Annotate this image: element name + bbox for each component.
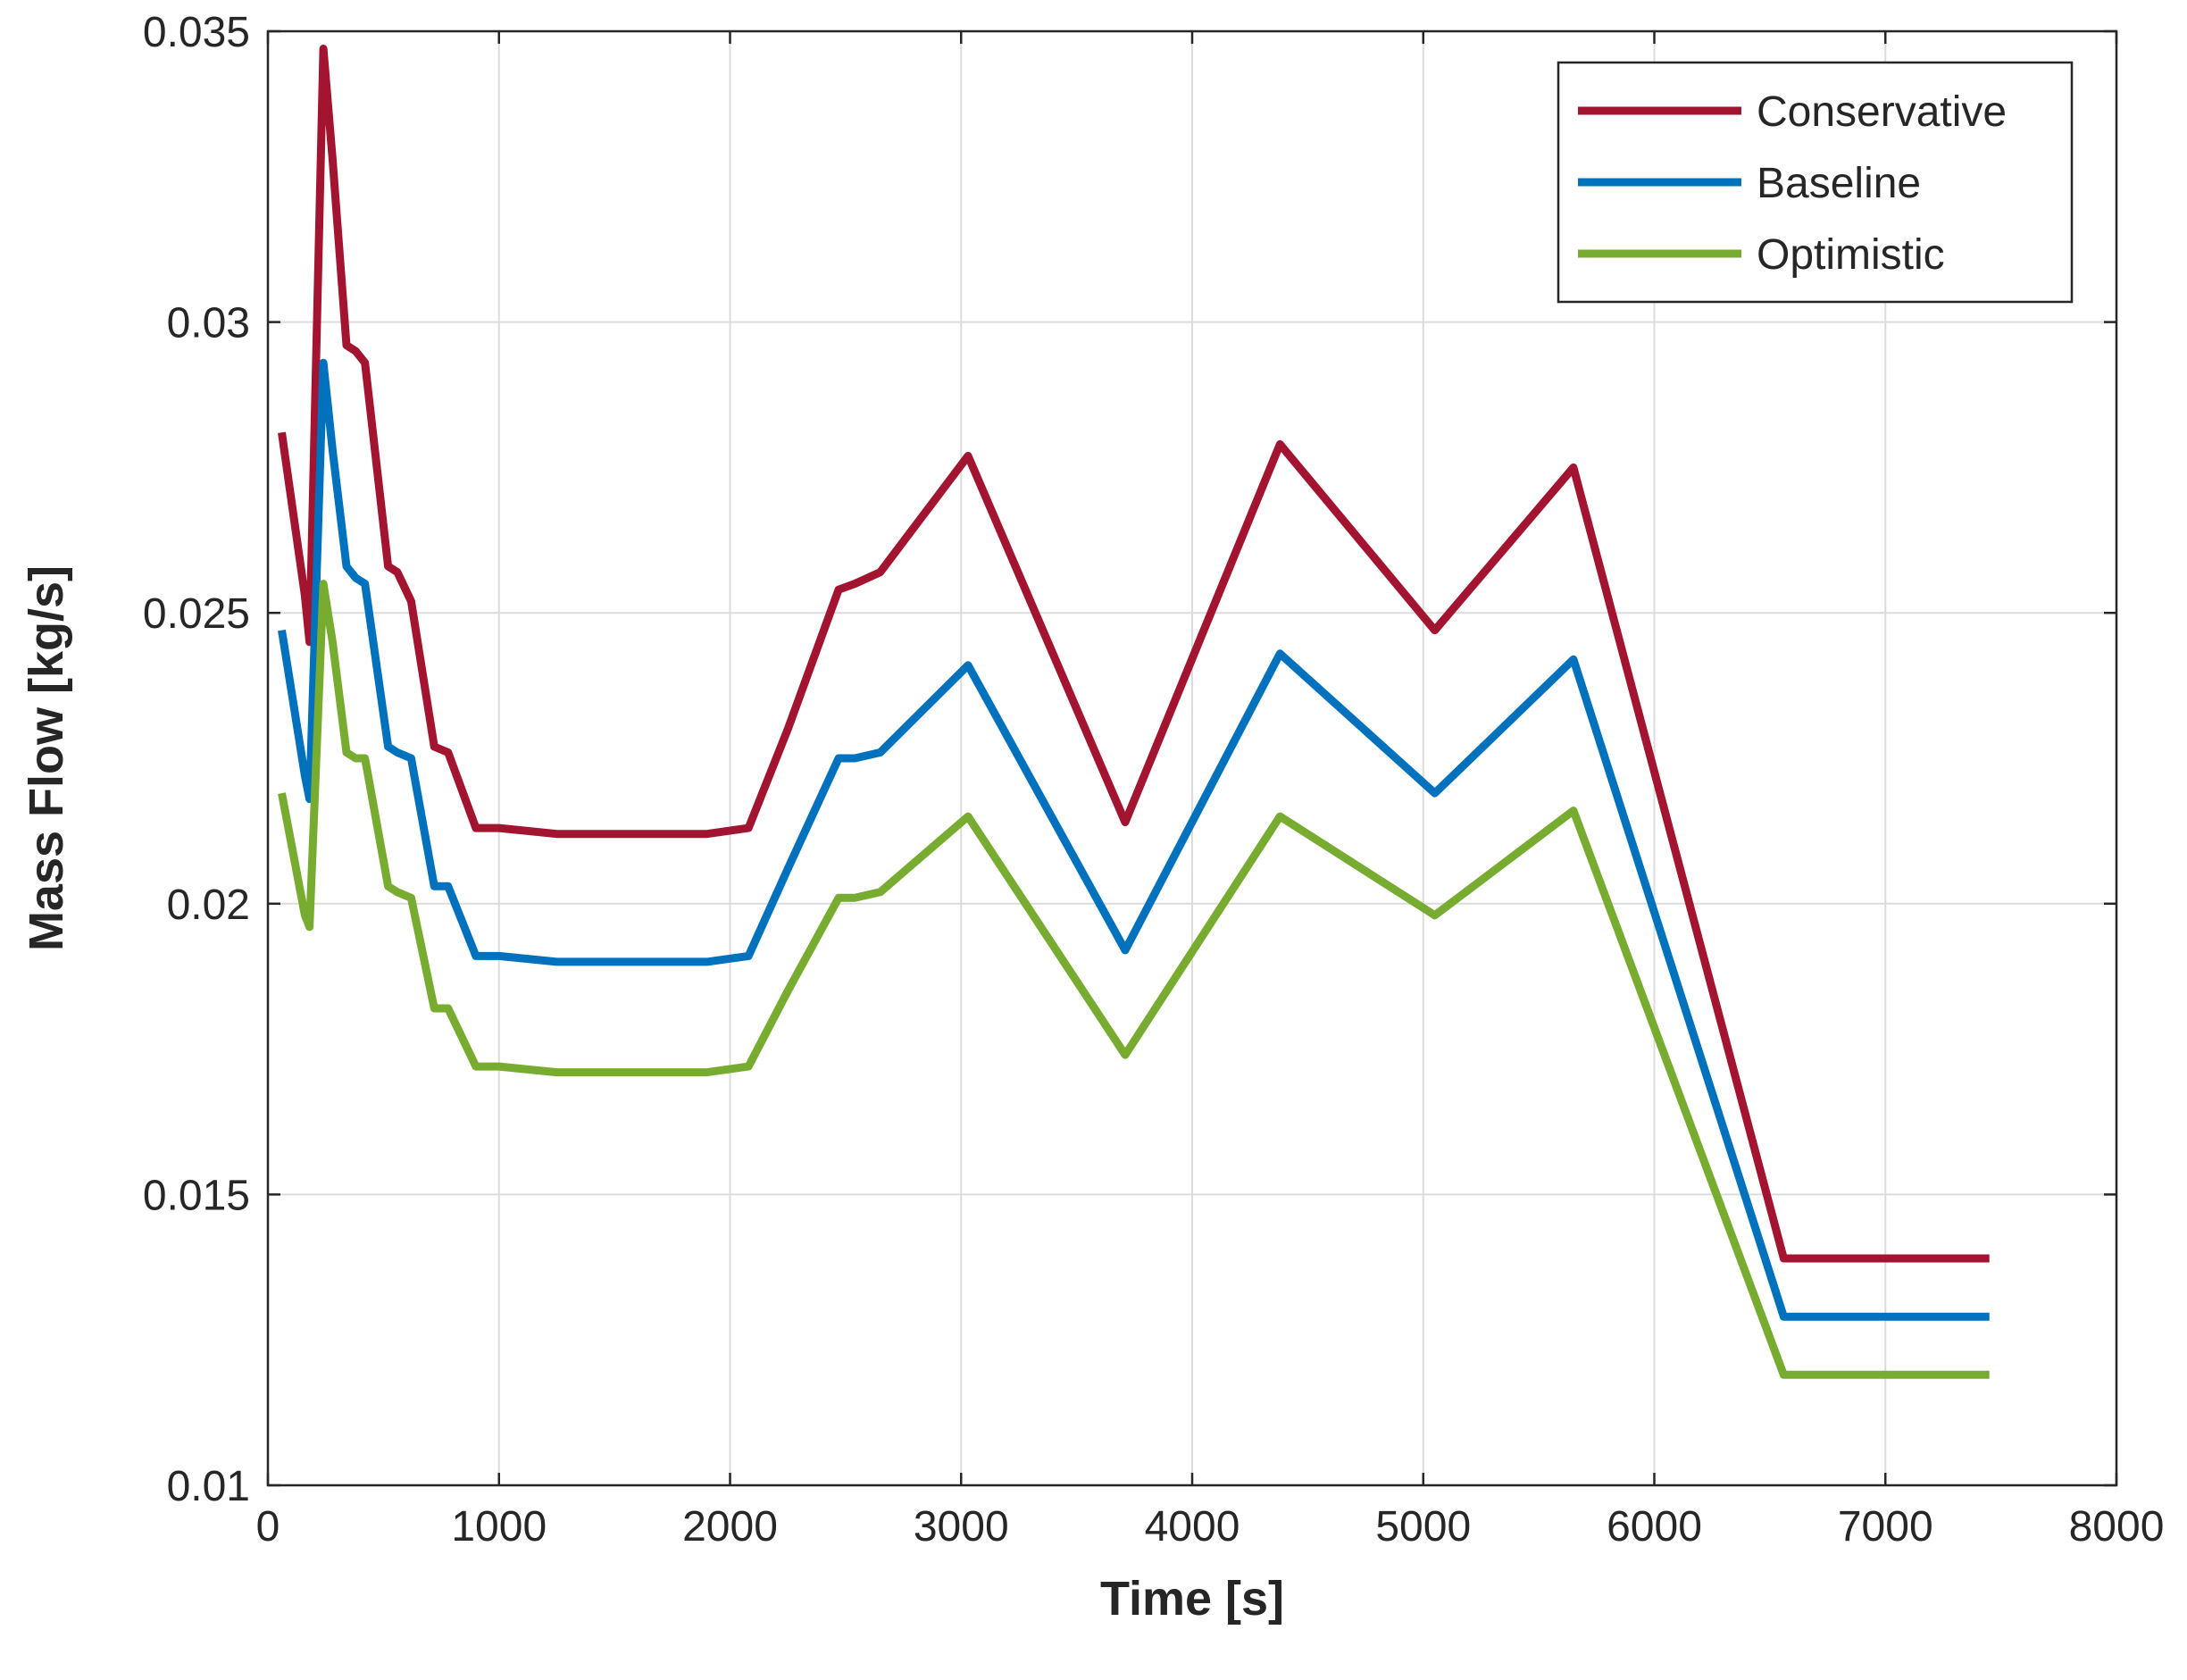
legend-label-optimistic: Optimistic: [1757, 231, 1945, 279]
x-tick-label: 6000: [1607, 1503, 1702, 1550]
grid-lines: [267, 30, 2117, 1486]
x-tick-label: 8000: [2069, 1503, 2165, 1550]
legend: Conservative Baseline Optimistic: [1557, 61, 2074, 304]
legend-label-conservative: Conservative: [1757, 88, 2007, 136]
x-tick-label: 1000: [451, 1503, 547, 1550]
series-line-baseline: [278, 358, 1990, 1321]
y-tick-label: 0.02: [167, 882, 250, 929]
y-axis-ticks: 0.01 0.015 0.02 0.025 0.03 0.035: [143, 9, 2116, 1510]
x-tick-label: 3000: [914, 1503, 1009, 1550]
x-axis-ticks: 0 1000 2000 3000 4000 5000 6000 7000 8000: [256, 31, 2165, 1550]
x-tick-label: 0: [256, 1503, 280, 1550]
series-line-optimistic: [278, 580, 1990, 1379]
x-tick-label: 2000: [682, 1503, 778, 1550]
x-tick-label: 5000: [1375, 1503, 1471, 1550]
series-lines: [278, 45, 1990, 1379]
y-tick-label: 0.015: [143, 1172, 250, 1219]
y-axis-title: Mass Flow [kg/s]: [20, 565, 73, 951]
y-tick-label: 0.01: [167, 1463, 250, 1510]
y-tick-label: 0.025: [143, 590, 250, 638]
y-tick-label: 0.03: [167, 300, 250, 347]
x-tick-label: 4000: [1145, 1503, 1240, 1550]
legend-label-baseline: Baseline: [1757, 160, 1921, 207]
series-line-conservative: [278, 45, 1990, 1263]
x-axis-title: Time [s]: [1100, 1572, 1284, 1626]
y-tick-label: 0.035: [143, 9, 250, 56]
x-tick-label: 7000: [1838, 1503, 1933, 1550]
